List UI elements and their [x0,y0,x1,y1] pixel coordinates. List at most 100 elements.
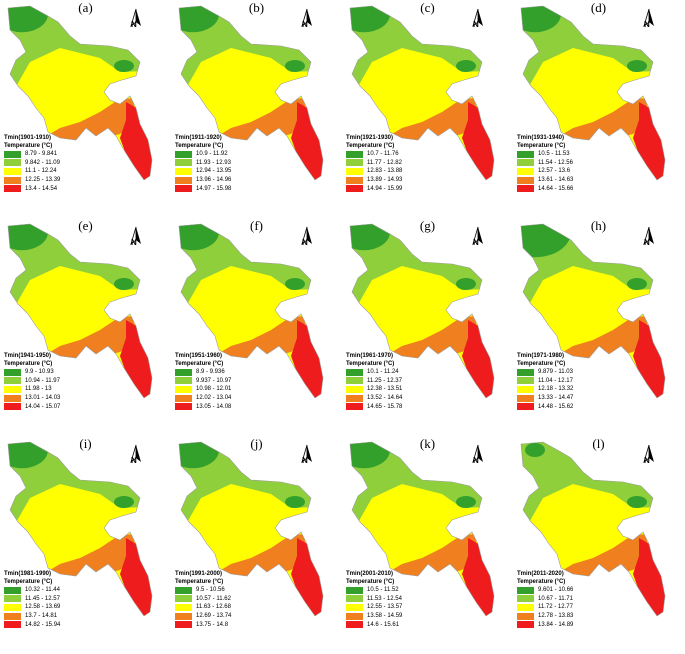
legend-row: 12.83 - 13.88 [346,167,402,176]
legend-class-label: 10.7 - 11.76 [367,151,399,158]
legend-row: 9.879 - 11.03 [517,368,573,377]
zone-dark-green [525,443,545,457]
legend-title: Tmin(1971-1980) [517,353,565,359]
country-outline [178,5,324,181]
panel-label: (i) [79,436,92,451]
legend-class-label: 13.75 - 14.8 [196,621,229,628]
legend-subtitle: Temperature (°C) [517,579,566,585]
legend-row: 13.33 - 14.47 [517,394,573,403]
legend-subtitle: Temperature (°C) [346,361,395,367]
legend-swatch [175,176,192,184]
legend-class-label: 14.94 - 15.99 [367,185,403,192]
north-arrow-icon [643,226,654,246]
legend-row: 11.72 - 12.77 [517,603,573,612]
legend: Tmin(1981-1990) Temperature (°C) 10.32 - 1… [4,570,60,629]
legend-title: Tmin(1901-1910) [4,135,52,141]
zone-red [120,538,152,616]
legend-class-label: 13.52 - 14.64 [367,395,403,402]
legend-row: 9.601 - 10.66 [517,586,573,595]
legend-title: Tmin(1921-1930) [346,135,394,141]
legend-row: 11.54 - 12.56 [517,159,573,168]
map-panel: (g) N Tmin(1961-1970) Temperature (°C) 10.1 … [342,218,513,436]
zone-dark-green-east [456,496,476,508]
zone-red [291,102,323,180]
legend-row: 13.75 - 14.8 [175,620,231,629]
legend-row: 10.1 - 11.24 [346,368,402,377]
legend-swatch [517,176,534,184]
north-arrow-icon [472,226,483,246]
legend-class-label: 11.1 - 12.24 [25,168,57,175]
legend-swatch [517,159,534,167]
legend-swatch [4,621,21,629]
legend: Tmin(2011-2020) Temperature (°C) 9.601 - 1… [517,570,573,629]
legend-swatch [4,185,21,193]
legend-row: 14.65 - 15.78 [346,402,402,411]
legend-class-label: 14.97 - 15.98 [196,185,232,192]
legend-row: 11.93 - 12.93 [175,159,231,168]
map-panel: (a) N Tmin(1901-1910) Temperature (°C) 8.79 … [0,0,171,218]
legend-swatch [4,586,21,594]
zone-dark-green-east [456,278,476,290]
legend-class-label: 12.57 - 13.6 [538,168,571,175]
legend-swatch [346,377,363,385]
north-arrow-icon [301,226,312,246]
north-arrow-icon [301,444,312,464]
legend-swatch [175,603,192,611]
bangladesh-map [520,223,666,399]
legend: Tmin(1991-2000) Temperature (°C) 9.5 - 10.… [175,570,231,629]
bangladesh-map [520,441,666,617]
legend-swatch [346,176,363,184]
map-panel: (c) N Tmin(1921-1930) Temperature (°C) 10.7 … [342,0,513,218]
map-panel: (k) N Tmin(2001-2010) Temperature (°C) 10.5 … [342,436,513,654]
legend-class-label: 12.55 - 13.57 [367,604,403,611]
bangladesh-map [7,441,153,617]
legend-swatch [517,167,534,175]
north-label: N [473,20,479,29]
bangladesh-map [349,5,495,181]
legend-swatch [4,403,21,411]
country-outline [520,223,666,399]
legend-class-label: 13.7 - 14.81 [25,613,58,620]
legend-swatch [517,621,534,629]
panel-label: (e) [78,218,93,233]
panel-label: (g) [419,218,436,233]
map-panel: (b) N Tmin(1911-1920) Temperature (°C) 10.9 … [171,0,342,218]
legend-swatch [517,150,534,158]
legend-class-label: 14.65 - 15.78 [367,403,403,410]
legend-swatch [175,150,192,158]
legend-class-label: 13.05 - 14.08 [196,403,232,410]
legend-row: 14.94 - 15.99 [346,184,402,193]
country-outline [7,441,153,617]
legend-swatch [346,150,363,158]
panel-label: (c) [420,0,435,15]
bangladesh-map [520,5,666,181]
legend-title: Tmin(1981-1990) [4,571,52,577]
legend-swatch [346,621,363,629]
legend-class-label: 10.67 - 11.71 [538,595,573,602]
legend-class-label: 12.69 - 13.74 [196,613,232,620]
legend-class-label: 11.77 - 12.82 [367,159,402,166]
legend-row: 13.58 - 14.59 [346,612,402,621]
legend-class-label: 12.18 - 13.32 [538,386,574,393]
legend-class-label: 13.61 - 14.63 [538,177,574,184]
legend-swatch [517,394,534,402]
legend-row: 10.57 - 11.62 [175,595,231,604]
legend-row: 13.4 - 14.54 [4,184,60,193]
north-arrow-icon [130,444,141,464]
legend-swatch [517,612,534,620]
legend-class-label: 12.02 - 13.04 [196,395,232,402]
north-arrow-icon [643,444,654,464]
legend-class-label: 10.5 - 11.52 [367,587,399,594]
legend-swatch [346,185,363,193]
legend-class-label: 13.84 - 14.89 [538,621,574,628]
legend-swatch [175,595,192,603]
legend-swatch [4,603,21,611]
panel-label: (l) [592,436,605,451]
bangladesh-map [178,5,324,181]
north-label: N [302,238,308,247]
zone-dark-green-east [627,278,647,290]
legend-row: 10.67 - 11.71 [517,595,573,604]
legend-swatch [346,385,363,393]
legend-class-label: 11.25 - 12.37 [367,377,402,384]
